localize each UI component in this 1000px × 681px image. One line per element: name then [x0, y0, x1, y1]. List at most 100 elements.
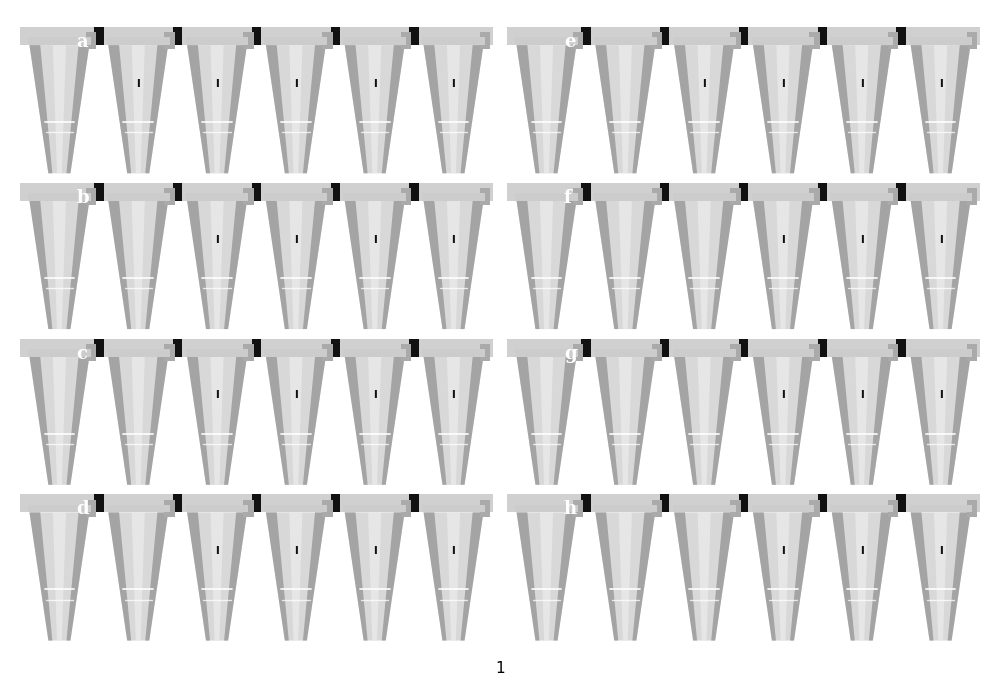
Bar	[264, 37, 327, 45]
Polygon shape	[911, 357, 971, 485]
Polygon shape	[674, 201, 697, 329]
Polygon shape	[595, 512, 655, 641]
Bar	[422, 193, 485, 201]
Polygon shape	[368, 357, 381, 485]
Bar	[730, 33, 741, 49]
Polygon shape	[289, 45, 302, 173]
Polygon shape	[145, 45, 168, 173]
Bar	[264, 349, 327, 357]
Polygon shape	[753, 201, 813, 329]
Polygon shape	[345, 201, 368, 329]
Polygon shape	[619, 45, 632, 173]
Bar	[107, 349, 170, 357]
Bar	[186, 505, 248, 512]
Bar	[20, 27, 493, 45]
Text: h: h	[564, 501, 577, 518]
Polygon shape	[266, 45, 326, 173]
Text: l: l	[373, 546, 377, 556]
Bar	[730, 500, 741, 516]
Polygon shape	[53, 512, 66, 641]
Text: l: l	[860, 546, 864, 556]
Polygon shape	[66, 512, 89, 641]
Bar	[673, 349, 736, 357]
Polygon shape	[855, 512, 868, 641]
Bar	[107, 37, 170, 45]
Polygon shape	[595, 45, 655, 173]
Polygon shape	[382, 512, 405, 641]
Polygon shape	[869, 201, 892, 329]
Bar	[20, 338, 493, 357]
Text: l: l	[702, 79, 706, 89]
Polygon shape	[461, 357, 483, 485]
Bar	[652, 500, 662, 516]
Text: l: l	[452, 79, 455, 89]
Text: l: l	[860, 235, 864, 244]
Polygon shape	[698, 201, 711, 329]
Bar	[28, 505, 91, 512]
Polygon shape	[345, 512, 405, 641]
Bar	[20, 494, 493, 512]
Bar	[896, 183, 906, 201]
Bar	[94, 27, 104, 45]
Bar	[594, 37, 657, 45]
Bar	[673, 505, 736, 512]
Bar	[909, 349, 972, 357]
Polygon shape	[187, 512, 247, 641]
Polygon shape	[869, 45, 892, 173]
Polygon shape	[595, 512, 618, 641]
Text: c: c	[77, 345, 88, 363]
Bar	[752, 193, 814, 201]
Polygon shape	[210, 201, 224, 329]
Bar	[107, 505, 170, 512]
Polygon shape	[517, 201, 539, 329]
Polygon shape	[540, 201, 553, 329]
Text: l: l	[452, 390, 455, 400]
Polygon shape	[266, 45, 289, 173]
Bar	[673, 37, 736, 45]
Polygon shape	[266, 357, 326, 485]
Bar	[480, 344, 490, 361]
Bar	[818, 338, 827, 357]
Bar	[896, 338, 906, 357]
Bar	[573, 344, 583, 361]
Bar	[86, 500, 96, 516]
Bar	[343, 349, 406, 357]
Polygon shape	[66, 357, 89, 485]
Polygon shape	[776, 45, 790, 173]
Bar	[86, 33, 96, 49]
Polygon shape	[108, 201, 168, 329]
Polygon shape	[289, 512, 302, 641]
Polygon shape	[517, 357, 539, 485]
Polygon shape	[345, 357, 405, 485]
Bar	[507, 183, 980, 201]
Bar	[252, 27, 261, 45]
Polygon shape	[210, 512, 224, 641]
Bar	[909, 193, 972, 201]
Bar	[909, 505, 972, 512]
Bar	[809, 33, 820, 49]
Text: l: l	[939, 235, 942, 244]
Polygon shape	[632, 201, 655, 329]
Bar	[594, 193, 657, 201]
Polygon shape	[934, 45, 947, 173]
Polygon shape	[29, 357, 52, 485]
Bar	[830, 193, 893, 201]
Polygon shape	[66, 201, 89, 329]
Bar	[896, 27, 906, 45]
Bar	[20, 183, 493, 201]
Bar	[515, 37, 578, 45]
Polygon shape	[790, 357, 813, 485]
Bar	[507, 494, 980, 512]
Text: l: l	[294, 546, 298, 556]
Bar	[252, 338, 261, 357]
Polygon shape	[554, 357, 576, 485]
Polygon shape	[132, 45, 145, 173]
Polygon shape	[368, 512, 381, 641]
Polygon shape	[53, 45, 66, 173]
Bar	[86, 344, 96, 361]
Text: l: l	[860, 79, 864, 89]
Bar	[343, 37, 406, 45]
Bar	[343, 505, 406, 512]
Polygon shape	[832, 45, 855, 173]
Bar	[739, 27, 748, 45]
